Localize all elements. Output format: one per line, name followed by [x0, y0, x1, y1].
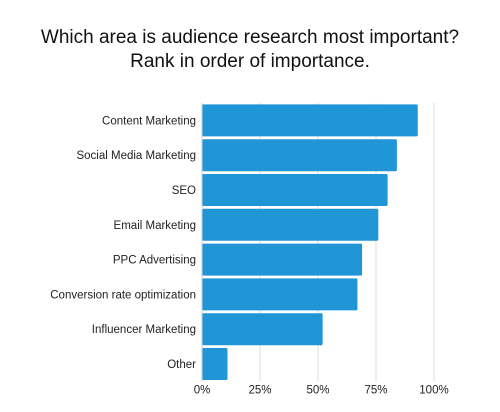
x-tick-labels: 0% 25% 50% 75% 100%	[194, 384, 449, 396]
bar-social-media-marketing	[202, 139, 397, 172]
bar-ppc-advertising	[202, 243, 363, 276]
category-label: Email Marketing	[114, 220, 196, 232]
bar-seo	[202, 174, 388, 206]
x-tick-label: 75%	[364, 384, 387, 396]
category-label: Social Media Marketing	[76, 150, 196, 162]
bar-influencer-marketing	[202, 313, 323, 346]
x-tick-label: 100%	[419, 384, 448, 396]
bar-other	[202, 348, 228, 380]
chart-title-line-2: Rank in order of importance.	[130, 51, 370, 72]
chart-title-line-1: Which area is audience research most imp…	[40, 27, 460, 48]
bar-conversion-rate-optimization	[202, 278, 358, 311]
category-label: SEO	[172, 185, 196, 197]
x-tick-label: 50%	[306, 384, 329, 396]
x-tick-label: 0%	[194, 384, 211, 396]
x-tick-label: 25%	[248, 384, 271, 396]
category-labels: Content Marketing Social Media Marketing S…	[50, 115, 196, 371]
bar-email-marketing	[202, 208, 379, 241]
chart-title: Which area is audience research most imp…	[0, 26, 500, 74]
category-label: PPC Advertising	[113, 255, 196, 267]
bar-content-marketing	[202, 104, 418, 137]
category-label: Other	[167, 359, 196, 371]
bars	[202, 104, 418, 380]
category-label: Conversion rate optimization	[50, 289, 196, 301]
category-label: Content Marketing	[102, 115, 196, 127]
category-label: Influencer Marketing	[92, 324, 196, 336]
